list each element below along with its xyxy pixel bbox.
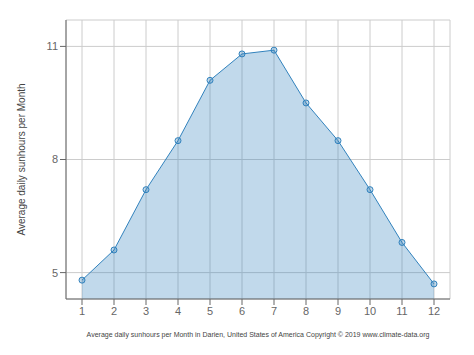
svg-text:5: 5 (52, 267, 58, 279)
svg-text:8: 8 (303, 305, 309, 317)
svg-text:6: 6 (239, 305, 245, 317)
svg-text:11: 11 (396, 305, 407, 317)
svg-text:3: 3 (143, 305, 149, 317)
svg-text:1: 1 (79, 305, 85, 317)
svg-text:9: 9 (335, 305, 341, 317)
svg-text:Average daily sunhours per Mon: Average daily sunhours per Month in Dari… (87, 331, 430, 339)
svg-text:11: 11 (47, 40, 58, 52)
svg-text:2: 2 (111, 305, 117, 317)
svg-text:4: 4 (175, 305, 181, 317)
svg-text:8: 8 (52, 153, 58, 165)
svg-text:12: 12 (428, 305, 440, 317)
svg-text:Average daily sunhours per Mon: Average daily sunhours per Month (16, 83, 27, 235)
svg-text:7: 7 (271, 305, 277, 317)
svg-text:10: 10 (364, 305, 376, 317)
svg-text:5: 5 (207, 305, 213, 317)
